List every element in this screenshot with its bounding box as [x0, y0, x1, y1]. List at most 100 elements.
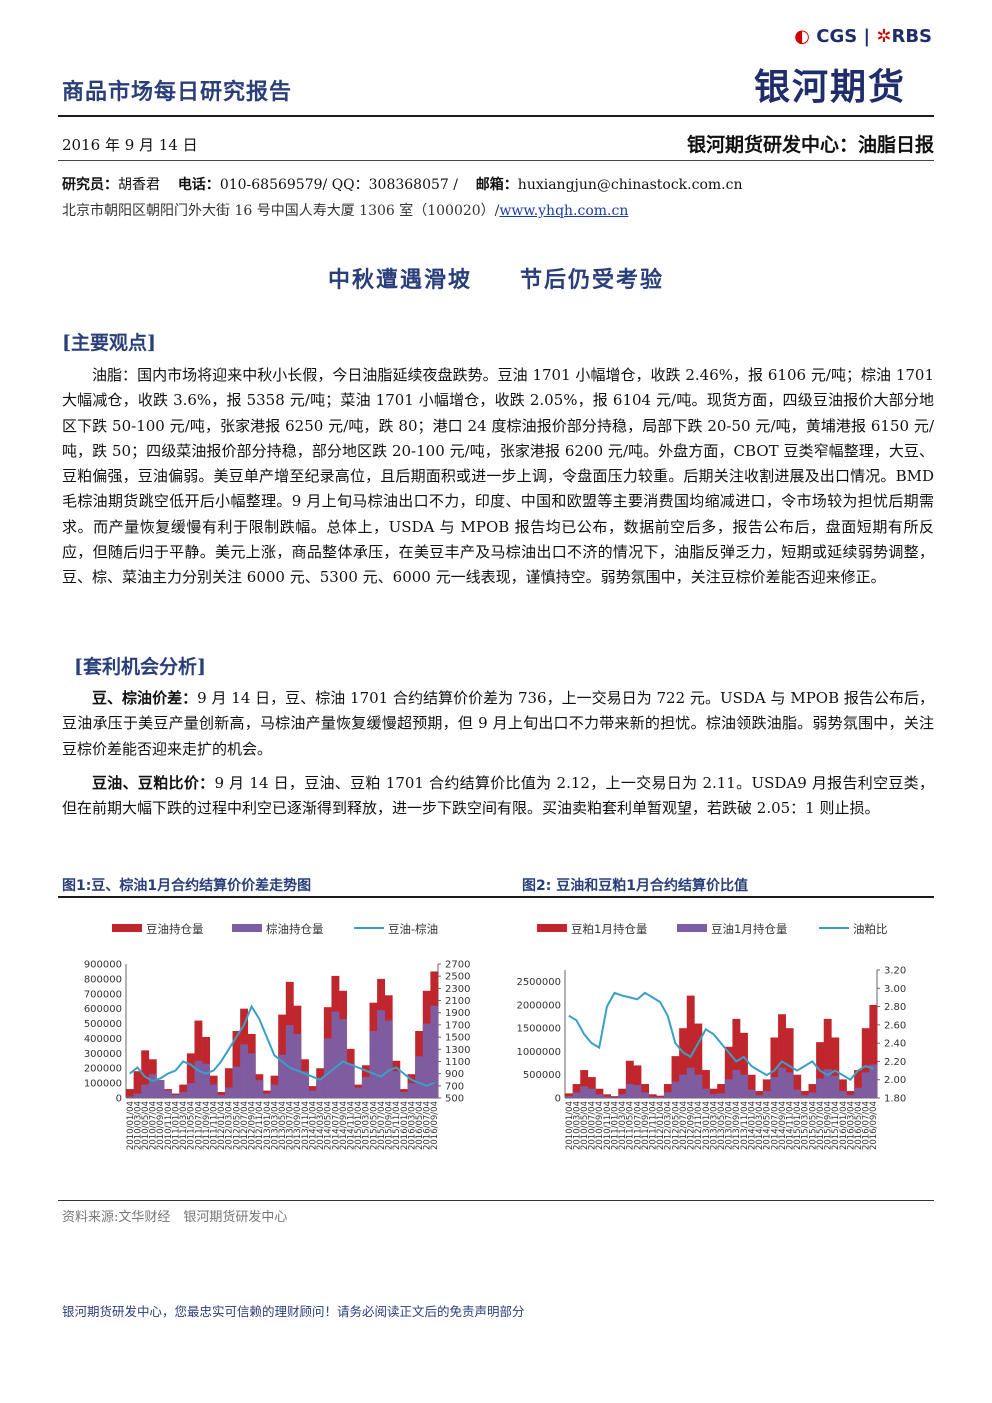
x-tick-label: 2016/01/04 [839, 1101, 849, 1150]
x-tick-label: 2014/05/04 [763, 1101, 773, 1150]
bar-series-b [164, 1090, 172, 1098]
x-tick-label: 2010/03/04 [133, 1101, 143, 1150]
bar-series-b [255, 1080, 264, 1098]
bar-series-b [141, 1084, 150, 1098]
bar-series-b [422, 1023, 431, 1098]
x-tick-label: 2015/01/04 [793, 1101, 803, 1150]
bar-series-b [641, 1092, 650, 1098]
bar-series-b [194, 1060, 203, 1098]
x-tick-label: 2012/05/04 [232, 1101, 242, 1150]
x-tick-label: 2013/03/04 [709, 1101, 719, 1150]
bar-series-b [633, 1084, 642, 1098]
y-right-tick-label: 1900 [445, 1008, 470, 1019]
y-left-tick-label: 1000000 [516, 1047, 561, 1058]
bar-series-a [625, 1060, 634, 1098]
y-left-tick-label: 500000 [523, 1070, 561, 1081]
bar-series-a [808, 1084, 817, 1098]
x-tick-label: 2016/03/04 [407, 1101, 417, 1150]
y-left-tick-label: 800000 [84, 974, 122, 985]
y-left-tick-label: 0 [116, 1094, 122, 1105]
x-tick-label: 2016/09/04 [430, 1101, 440, 1150]
x-tick-label: 2014/11/04 [785, 1101, 795, 1150]
y-left-tick-label: 1500000 [516, 1024, 561, 1035]
report-date: 2016 年 9 月 14 日 [62, 136, 198, 154]
logo-company-name: 银河期货 [753, 67, 906, 108]
x-tick-label: 2011/11/04 [210, 1101, 220, 1150]
bar-series-b [316, 1078, 325, 1098]
y-left-tick-label: 2500000 [516, 977, 561, 988]
y-right-tick-label: 2100 [445, 996, 470, 1007]
bar-series-b [293, 1033, 302, 1098]
x-tick-label: 2013/09/04 [293, 1101, 303, 1150]
bar-series-a [709, 1088, 718, 1098]
bar-series-b [747, 1089, 756, 1098]
logo-cgs-rbs: ◐ CGS | ✲RBS [794, 26, 932, 47]
legend-label: 油粕比 [853, 922, 888, 936]
x-tick-label: 2013/11/04 [301, 1101, 311, 1150]
bar-series-a [793, 1074, 802, 1098]
bar-series-b [186, 1083, 195, 1098]
bar-series-a [686, 995, 695, 1098]
y-right-tick-label: 1500 [445, 1033, 470, 1044]
bar-series-a [755, 1091, 764, 1098]
bar-series-b [755, 1095, 764, 1098]
bar-series-b [709, 1094, 718, 1098]
x-tick-label: 2013/01/04 [263, 1101, 273, 1150]
x-tick-label: 2010/05/04 [141, 1101, 151, 1150]
x-tick-label: 2014/05/04 [324, 1101, 334, 1150]
x-tick-label: 2016/03/04 [846, 1101, 856, 1150]
logo-mark-icon: ◐ [794, 26, 810, 47]
bar-series-b [156, 1080, 165, 1098]
y-right-tick-label: 700 [445, 1081, 464, 1092]
y-right-tick-label: 2700 [445, 960, 470, 971]
bar-series-b [209, 1084, 218, 1098]
bar-series-a [740, 1032, 748, 1098]
phone-label: 电话： [177, 177, 220, 193]
bar-series-a [854, 1070, 863, 1098]
y-left-tick-label: 2000000 [516, 1000, 561, 1011]
y-right-tick-label: 2.20 [884, 1057, 906, 1068]
bar-series-b [831, 1075, 840, 1098]
x-tick-label: 2013/05/04 [278, 1101, 288, 1150]
bar-series-a [770, 1037, 779, 1098]
legend-label: 豆油-棕油 [388, 922, 438, 936]
chart-ratio: 豆粕1月持仓量 豆油1月持仓量 油粕比 2500000 2000000 1500000 10… [516, 922, 906, 1150]
x-tick-label: 2016/01/04 [400, 1101, 410, 1150]
bar-series-b [800, 1095, 809, 1098]
bar-series-a [133, 1071, 142, 1098]
bar-series-b [778, 1067, 786, 1098]
bar-series-a [747, 1074, 756, 1098]
y-right-tick-label: 2.00 [884, 1075, 906, 1086]
legend-swatch [232, 924, 262, 932]
website-link[interactable]: www.yhqh.com.cn [499, 203, 629, 219]
bar-series-a [587, 1077, 596, 1098]
bar-series-b [625, 1084, 634, 1098]
y-left-tick-label: 0 [555, 1094, 561, 1105]
bar-series-b [399, 1092, 408, 1098]
bar-series-b [392, 1071, 401, 1098]
legend-label: 豆油持仓量 [146, 922, 204, 936]
y-right-tick-label: 1.80 [884, 1094, 906, 1105]
bar-series-b [663, 1092, 672, 1098]
email-value[interactable]: huxiangjun@chinastock.com.cn [517, 177, 743, 193]
bar-series-b [232, 1066, 241, 1098]
bar-series-b [762, 1091, 771, 1098]
bar-series-b [247, 1053, 256, 1098]
y-right-tick-label: 3.00 [884, 984, 906, 995]
x-tick-label: 2011/05/04 [187, 1101, 197, 1150]
bar-series-b [603, 1096, 611, 1098]
x-tick-label: 2013/07/04 [725, 1101, 735, 1150]
bar-series-a [663, 1084, 672, 1098]
x-tick-label: 2014/11/04 [346, 1101, 356, 1150]
bar-series-b [732, 1070, 741, 1098]
x-tick-label: 2011/03/04 [618, 1101, 628, 1150]
bar-series-a [724, 1046, 733, 1098]
bar-series-a [179, 1084, 188, 1098]
logo-separator: | [863, 26, 871, 47]
researcher-label: 研究员： [62, 177, 118, 193]
y-right-tick-label: 2.80 [884, 1002, 906, 1013]
ratio-label: 豆油、豆粕比价： [92, 774, 215, 792]
bar-series-b [595, 1094, 604, 1098]
bar-series-b [816, 1078, 825, 1098]
bar-series-a [633, 1065, 642, 1098]
